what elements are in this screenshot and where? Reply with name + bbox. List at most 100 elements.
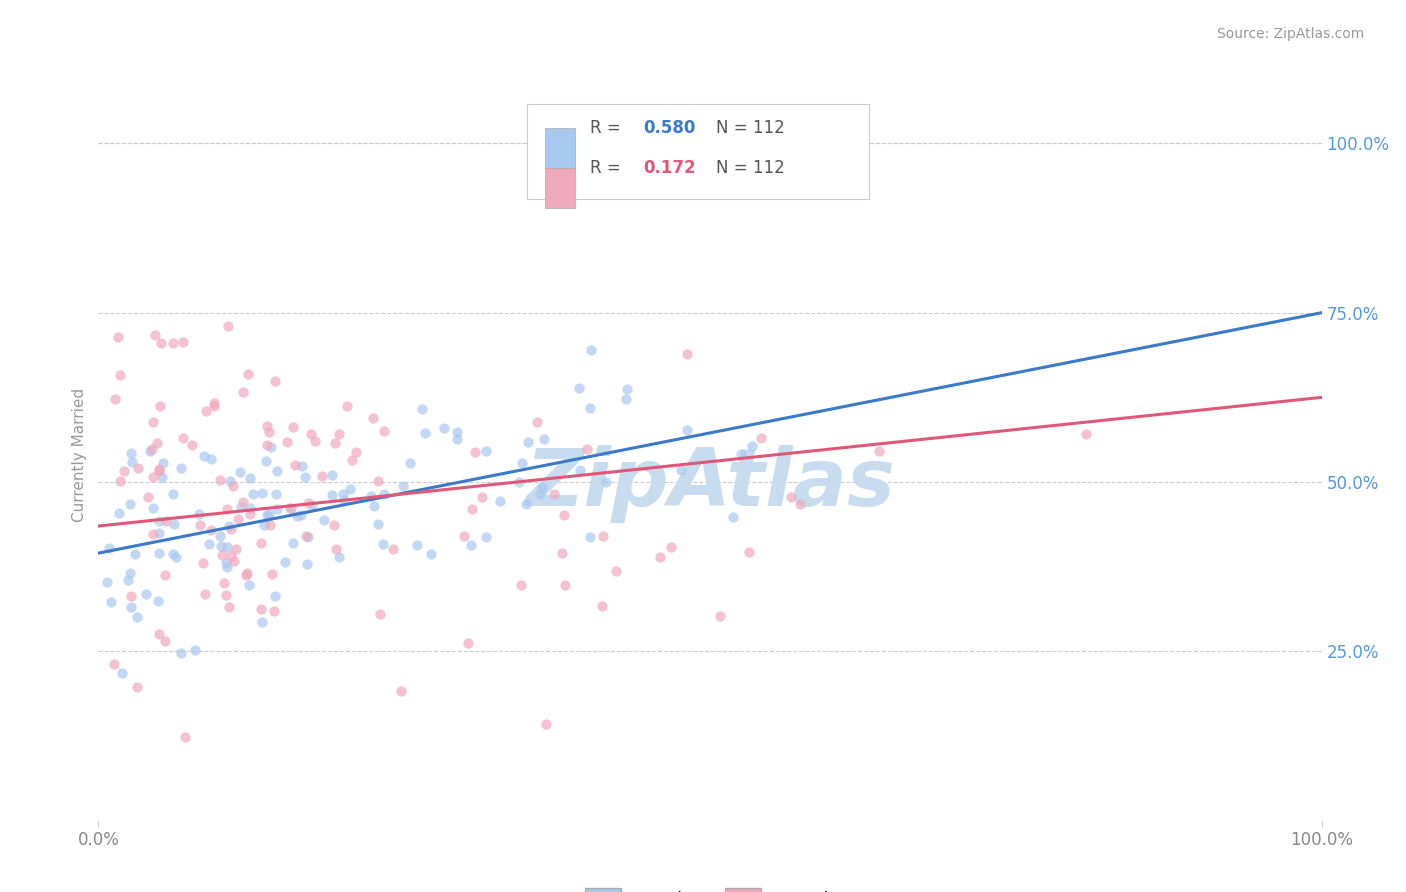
Point xyxy=(125,680,148,694)
Point xyxy=(125,610,148,624)
Point xyxy=(236,368,259,382)
Point xyxy=(453,529,475,543)
Point xyxy=(392,479,415,493)
Point xyxy=(229,500,252,514)
Point xyxy=(474,444,496,458)
Point xyxy=(150,336,173,351)
Point xyxy=(153,634,176,648)
Point xyxy=(311,468,333,483)
Point xyxy=(250,485,273,500)
Point xyxy=(297,496,319,510)
Point xyxy=(299,427,322,442)
Point xyxy=(155,514,177,528)
Point xyxy=(232,385,254,400)
Point xyxy=(260,567,283,582)
Point xyxy=(579,343,602,357)
Point xyxy=(136,490,159,504)
Point xyxy=(215,540,238,554)
Point xyxy=(215,588,238,602)
Point xyxy=(209,473,232,487)
Point xyxy=(139,444,162,458)
Point xyxy=(516,434,538,449)
Point xyxy=(225,541,247,556)
Point xyxy=(103,657,125,671)
Point xyxy=(170,461,193,475)
Point xyxy=(339,483,361,497)
Point xyxy=(198,537,221,551)
Text: R =: R = xyxy=(591,159,626,178)
Point xyxy=(120,566,142,580)
Point xyxy=(446,432,468,446)
Point xyxy=(381,542,404,557)
Point xyxy=(284,458,307,472)
Point xyxy=(669,463,692,477)
Point xyxy=(367,474,389,488)
Point xyxy=(120,589,142,603)
Point xyxy=(194,587,217,601)
Point xyxy=(211,548,233,562)
Point xyxy=(209,539,232,553)
Point xyxy=(295,529,318,543)
Point xyxy=(98,541,121,555)
Point xyxy=(135,586,157,600)
Point xyxy=(321,468,343,483)
Point xyxy=(148,515,170,529)
Point xyxy=(526,415,548,429)
Point xyxy=(553,508,575,522)
Point xyxy=(249,601,271,615)
Point xyxy=(676,423,699,437)
Point xyxy=(229,466,252,480)
FancyBboxPatch shape xyxy=(546,168,575,208)
Point xyxy=(295,557,318,571)
Point xyxy=(165,549,187,564)
Point xyxy=(321,488,343,502)
Point xyxy=(328,550,350,565)
Point xyxy=(471,490,494,504)
Point xyxy=(259,441,281,455)
Point xyxy=(170,646,193,660)
Point xyxy=(328,427,350,442)
Point xyxy=(474,530,496,544)
Point xyxy=(322,518,344,533)
Point xyxy=(373,487,395,501)
FancyBboxPatch shape xyxy=(526,103,869,199)
Point xyxy=(461,501,484,516)
Point xyxy=(142,500,165,515)
Point xyxy=(360,489,382,503)
Point xyxy=(568,463,591,477)
Point xyxy=(232,495,254,509)
Point xyxy=(148,461,170,475)
Point xyxy=(111,666,134,681)
Point xyxy=(368,607,391,621)
Point xyxy=(187,507,209,521)
Point xyxy=(235,568,257,582)
Point xyxy=(294,470,316,484)
Point xyxy=(263,604,285,618)
Point xyxy=(222,479,245,493)
Point xyxy=(433,421,456,435)
Point xyxy=(531,480,554,494)
Point xyxy=(413,426,436,441)
Point xyxy=(256,508,278,522)
Point xyxy=(361,411,384,425)
Text: R =: R = xyxy=(591,119,626,137)
Point xyxy=(219,522,242,536)
Point xyxy=(406,538,429,552)
Point xyxy=(215,501,238,516)
Point xyxy=(107,330,129,344)
Point xyxy=(281,535,304,549)
Point xyxy=(264,487,287,501)
Point xyxy=(236,566,259,580)
Point xyxy=(218,519,240,533)
Point xyxy=(591,599,613,613)
Point xyxy=(373,424,395,438)
Point xyxy=(263,589,285,603)
Point xyxy=(226,512,249,526)
Point xyxy=(141,442,163,457)
Point xyxy=(162,547,184,561)
Point xyxy=(508,475,530,489)
Point xyxy=(222,554,245,568)
Point xyxy=(709,608,731,623)
Point xyxy=(202,396,225,410)
Point xyxy=(371,537,394,551)
